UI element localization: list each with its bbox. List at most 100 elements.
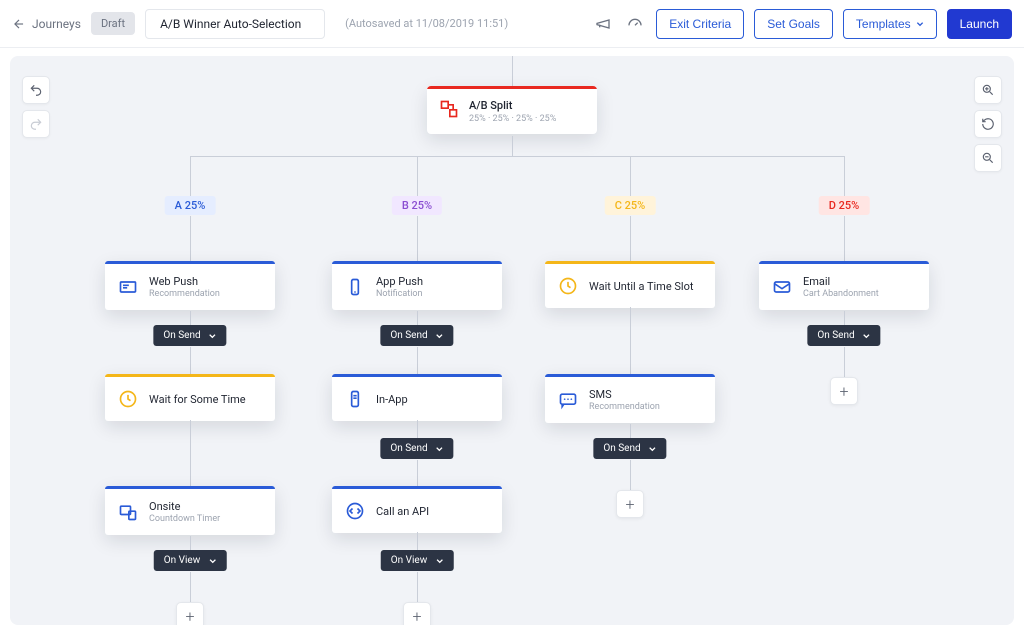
journey-node[interactable]: App Push Notification <box>332 261 502 310</box>
status-chip: Draft <box>91 12 135 35</box>
exit-criteria-button[interactable]: Exit Criteria <box>656 9 744 39</box>
add-step-button[interactable]: + <box>403 602 431 625</box>
connector <box>190 347 191 374</box>
journey-node[interactable]: SMS Recommendation <box>545 374 715 423</box>
zoom-reset-button[interactable] <box>974 110 1002 138</box>
node-title: Email <box>803 275 879 288</box>
node-title: App Push <box>376 275 423 288</box>
zoom-in-button[interactable] <box>974 76 1002 104</box>
trigger-pill[interactable]: On View <box>154 550 227 571</box>
speed-icon[interactable] <box>624 13 646 35</box>
node-title: Wait for Some Time <box>149 393 246 406</box>
journey-title-input[interactable]: A/B Winner Auto-Selection <box>145 9 325 39</box>
clock-icon <box>557 275 579 297</box>
zoom-out-button[interactable] <box>974 144 1002 172</box>
journey-node[interactable]: Email Cart Abandonment <box>759 261 929 310</box>
journey-node[interactable]: Wait for Some Time <box>105 374 275 421</box>
trigger-pill[interactable]: On Send <box>593 438 666 459</box>
clock-icon <box>117 388 139 410</box>
trigger-label: On Send <box>163 330 200 341</box>
trigger-pill[interactable]: On Send <box>807 325 880 346</box>
connector <box>630 156 631 196</box>
onsite-icon <box>117 501 139 523</box>
connector <box>190 216 191 261</box>
branch-tag-C[interactable]: C 25% <box>605 196 656 215</box>
trigger-label: On Send <box>390 443 427 454</box>
trigger-pill[interactable]: On Send <box>380 438 453 459</box>
node-subtitle: Cart Abandonment <box>803 289 879 299</box>
webpush-icon <box>117 276 139 298</box>
node-title: Web Push <box>149 275 220 288</box>
trigger-pill[interactable]: On View <box>381 550 454 571</box>
connector <box>417 532 418 550</box>
trigger-label: On Send <box>817 330 854 341</box>
connector <box>190 536 191 550</box>
connector <box>417 216 418 261</box>
journey-node[interactable]: Call an API <box>332 486 502 533</box>
branch-tag-D[interactable]: D 25% <box>819 196 870 215</box>
node-subtitle: Recommendation <box>149 289 220 299</box>
node-subtitle: Notification <box>376 289 423 299</box>
connector <box>190 156 191 196</box>
redo-button[interactable] <box>22 110 50 138</box>
inapp-icon <box>344 388 366 410</box>
launch-button[interactable]: Launch <box>947 9 1012 39</box>
node-title: Onsite <box>149 500 220 513</box>
connector <box>190 572 191 602</box>
back-label: Journeys <box>32 17 81 31</box>
journey-node[interactable]: Onsite Countdown Timer <box>105 486 275 535</box>
connector <box>630 216 631 261</box>
arrow-left-icon <box>12 17 26 31</box>
zoom-toolbar <box>974 76 1002 172</box>
journey-node[interactable]: In-App <box>332 374 502 421</box>
back-to-journeys[interactable]: Journeys <box>12 17 81 31</box>
history-toolbar <box>22 76 50 138</box>
connector <box>417 347 418 374</box>
trigger-pill[interactable]: On Send <box>153 325 226 346</box>
connector <box>190 156 844 157</box>
connector <box>844 311 845 325</box>
trigger-label: On View <box>391 555 428 566</box>
add-step-button[interactable]: + <box>830 377 858 405</box>
connector <box>417 311 418 325</box>
trigger-pill[interactable]: On Send <box>380 325 453 346</box>
node-subtitle: 25% · 25% · 25% · 25% <box>469 114 556 124</box>
templates-button[interactable]: Templates <box>843 9 937 39</box>
node-subtitle: Countdown Timer <box>149 514 220 524</box>
canvas-wrap: A/B Split 25% · 25% · 25% · 25% A 25% We… <box>10 56 1014 625</box>
node-title: SMS <box>589 388 660 401</box>
topbar: Journeys Draft A/B Winner Auto-Selection… <box>0 0 1024 48</box>
connector <box>417 572 418 602</box>
api-icon <box>344 500 366 522</box>
undo-button[interactable] <box>22 76 50 104</box>
set-goals-button[interactable]: Set Goals <box>754 9 833 39</box>
split-icon <box>439 99 459 123</box>
trigger-label: On Send <box>603 443 640 454</box>
connector <box>190 311 191 325</box>
add-step-button[interactable]: + <box>616 490 644 518</box>
announce-icon[interactable] <box>592 13 614 35</box>
connector <box>844 347 845 377</box>
trigger-label: On View <box>164 555 201 566</box>
connector <box>417 156 418 196</box>
branch-tag-B[interactable]: B 25% <box>392 196 442 215</box>
node-subtitle: Recommendation <box>589 402 660 412</box>
journey-canvas[interactable]: A/B Split 25% · 25% · 25% · 25% A 25% We… <box>10 56 1014 625</box>
connector <box>512 56 513 86</box>
add-step-button[interactable]: + <box>176 602 204 625</box>
connector <box>630 307 631 374</box>
node-title: In-App <box>376 393 408 406</box>
journey-node[interactable]: Web Push Recommendation <box>105 261 275 310</box>
connector <box>630 424 631 438</box>
node-title: Wait Until a Time Slot <box>589 280 693 293</box>
ab-split-node[interactable]: A/B Split 25% · 25% · 25% · 25% <box>427 86 597 134</box>
sms-icon <box>557 389 579 411</box>
apppush-icon <box>344 276 366 298</box>
branch-tag-A[interactable]: A 25% <box>165 196 216 215</box>
connector <box>190 420 191 486</box>
connector <box>417 420 418 438</box>
connector <box>512 136 513 156</box>
connector <box>844 216 845 261</box>
journey-node[interactable]: Wait Until a Time Slot <box>545 261 715 308</box>
autosave-text: (Autosaved at 11/08/2019 11:51) <box>345 17 508 30</box>
